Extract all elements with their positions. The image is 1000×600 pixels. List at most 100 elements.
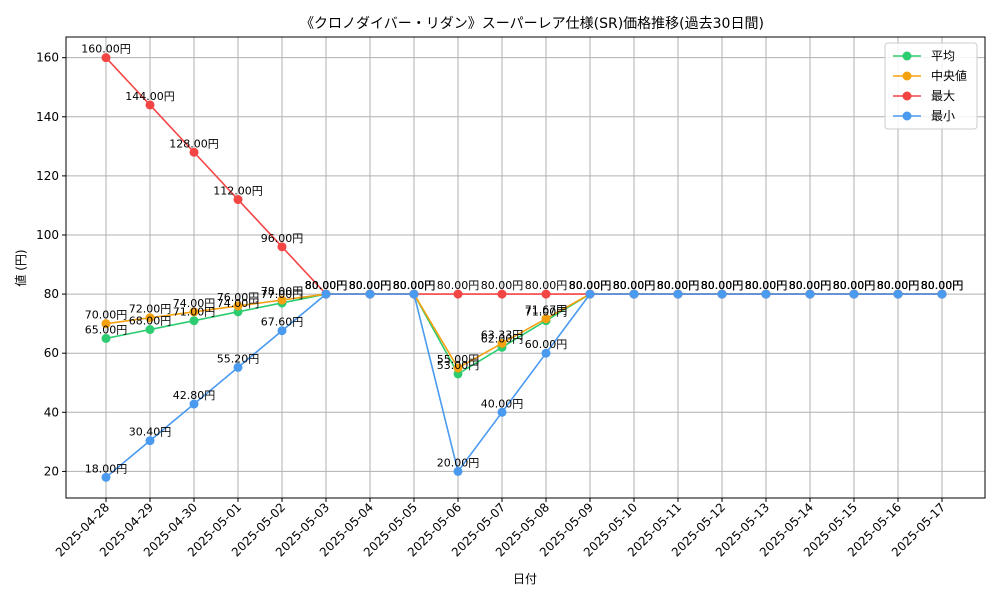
data-label: 68.00円 [129,315,172,328]
x-axis: 2025-04-282025-04-292025-04-302025-05-01… [53,498,948,559]
data-label: 80.00円 [877,279,920,292]
data-label: 80.00円 [657,279,700,292]
data-label: 80.00円 [393,279,436,292]
data-label: 96.00円 [261,232,304,245]
data-label: 72.00円 [129,303,172,316]
data-label: 80.00円 [877,279,920,292]
data-point [497,407,507,417]
data-point [145,325,155,335]
data-point [101,333,111,343]
legend-box [884,42,978,130]
data-label: 80.00円 [657,279,700,292]
data-label: 80.00円 [745,279,788,292]
data-point [629,289,639,299]
data-label: 80.00円 [921,279,964,292]
data-point [189,307,199,317]
data-label: 80.00円 [569,279,612,292]
y-tick-label: 60 [44,346,59,360]
y-tick-label: 20 [44,464,59,478]
y-tick-label: 120 [36,169,59,183]
data-label: 80.00円 [877,279,920,292]
data-point [233,362,243,372]
data-label: 80.00円 [349,279,392,292]
data-label: 80.00円 [305,279,348,292]
data-label: 80.00円 [481,279,524,292]
y-tick-label: 80 [44,287,59,301]
data-label: 80.00円 [613,279,656,292]
legend-label: 最大 [931,89,955,103]
data-label: 71.67円 [525,304,568,317]
data-label: 80.00円 [393,279,436,292]
data-label: 55.20円 [217,352,260,365]
data-label: 80.00円 [701,279,744,292]
y-tick-label: 140 [36,110,59,124]
data-label: 80.00円 [437,279,480,292]
data-label: 80.00円 [921,279,964,292]
data-label: 55.00円 [437,353,480,366]
data-label: 65.00円 [85,323,128,336]
data-label: 80.00円 [789,279,832,292]
legend-marker [902,51,912,61]
data-label: 76.00円 [217,291,260,304]
data-label: 112.00円 [213,185,263,198]
data-label: 74.00円 [217,297,260,310]
data-point [453,363,463,373]
legend-marker [902,111,912,121]
data-label: 80.00円 [349,279,392,292]
series-最小 [101,289,947,482]
data-point [805,289,815,299]
data-label: 80.00円 [613,279,656,292]
data-point [541,289,551,299]
data-label: 30.40円 [129,426,172,439]
data-label: 80.00円 [833,279,876,292]
data-point [673,289,683,299]
data-label: 71.00円 [173,306,216,319]
data-point [277,242,287,252]
data-point [145,436,155,446]
data-label: 80.00円 [789,279,832,292]
data-label: 80.00円 [305,279,348,292]
series-lines [101,53,947,482]
data-label: 63.33円 [481,328,524,341]
data-label: 80.00円 [613,279,656,292]
y-axis-label: 値 (円) [13,249,28,286]
data-label: 60.00円 [525,338,568,351]
data-label: 128.00円 [169,137,219,150]
data-point [277,295,287,305]
data-label: 80.00円 [393,279,436,292]
data-label: 62.00円 [481,332,524,345]
data-point [189,399,199,409]
data-label: 80.00円 [921,279,964,292]
legend-label: 平均 [931,49,955,63]
data-label: 80.00円 [877,279,920,292]
data-point [409,289,419,299]
legend-label: 最小 [931,109,955,123]
data-point [761,289,771,299]
data-label: 80.00円 [305,279,348,292]
data-label: 80.00円 [833,279,876,292]
data-point [189,316,199,326]
y-tick-label: 40 [44,405,59,419]
data-point [453,466,463,476]
data-label: 80.00円 [701,279,744,292]
data-label: 144.00円 [125,90,175,103]
data-label: 80.00円 [745,279,788,292]
x-axis-label: 日付 [513,572,537,586]
data-point [145,100,155,110]
legend-label: 中央値 [931,68,967,83]
data-label: 80.00円 [833,279,876,292]
data-point [717,289,727,299]
data-label: 78.00円 [261,285,304,298]
data-label: 80.00円 [305,279,348,292]
data-point [497,289,507,299]
data-label: 80.00円 [525,279,568,292]
legend-marker [902,71,912,81]
data-label: 67.60円 [261,316,304,329]
data-label: 80.00円 [569,279,612,292]
data-point [233,195,243,205]
plot-area-frame [65,36,986,499]
data-label: 80.00円 [745,279,788,292]
